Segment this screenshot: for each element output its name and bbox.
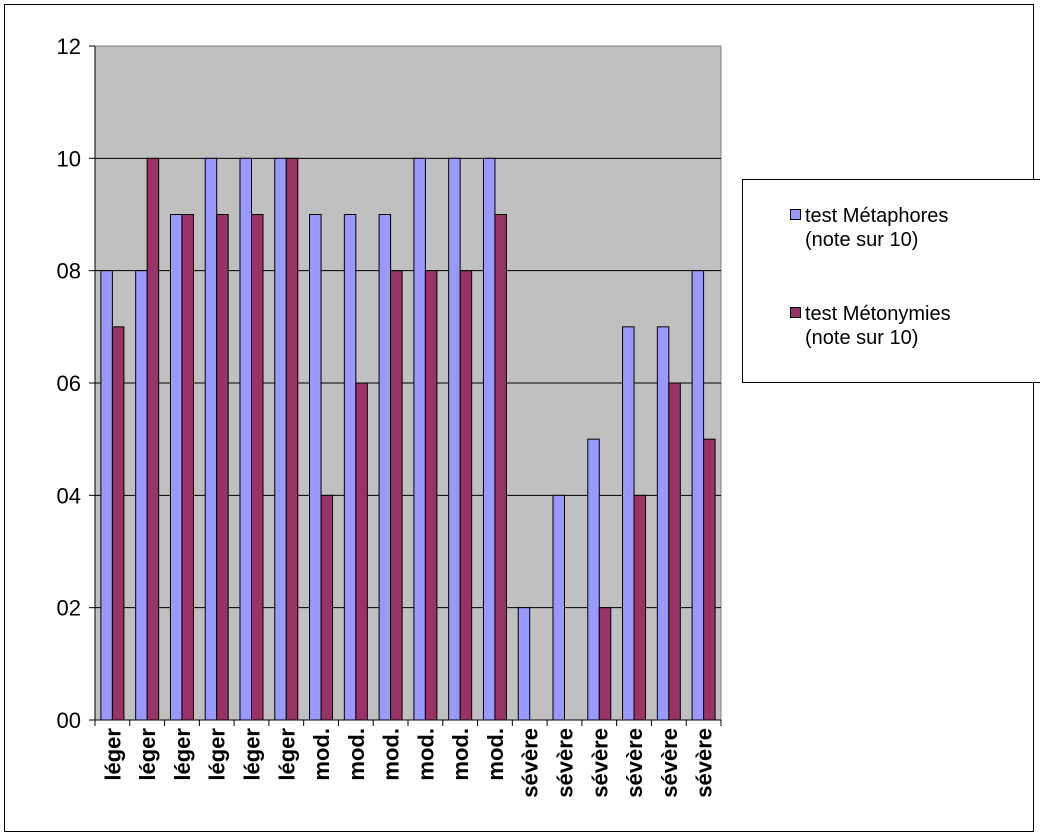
x-category-label: léger <box>205 728 230 781</box>
y-tick-label: 04 <box>57 483 81 508</box>
bar-metonymies <box>598 607 612 721</box>
bar-metonymies <box>355 382 368 721</box>
x-category-label: mod. <box>483 728 508 781</box>
bar-metonymies <box>111 326 125 721</box>
bar-metaphores <box>482 157 496 721</box>
bar-metonymies <box>320 494 334 721</box>
bar-metonymies <box>181 214 194 721</box>
bar-metaphores <box>135 270 148 721</box>
legend-label-metaphores: test Métaphores (note sur 10) <box>805 205 949 251</box>
bar-metonymies <box>668 382 681 721</box>
legend-swatch-metonymies <box>790 307 801 318</box>
x-category-label: sévère <box>622 728 647 798</box>
bar-metonymies <box>459 270 473 721</box>
bar-metaphores <box>587 438 600 721</box>
legend-entry-metonymies: test Métonymies (note sur 10) <box>790 302 951 350</box>
y-tick-label: 02 <box>57 596 81 621</box>
bar-metaphores <box>552 494 565 721</box>
legend-swatch-metaphores <box>790 209 801 220</box>
x-category-label: sévère <box>657 728 682 798</box>
bar-metaphores <box>343 214 357 721</box>
y-axis-ticks: 00 02 04 06 08 10 12 <box>57 34 95 733</box>
bar-metaphores <box>169 214 183 721</box>
gridlines <box>95 157 721 609</box>
bar-metaphores <box>204 157 218 721</box>
x-category-label: léger <box>274 728 299 781</box>
y-tick-label: 00 <box>57 708 81 733</box>
x-category-label: léger <box>100 728 125 781</box>
legend: test Métaphores (note sur 10) test Méton… <box>742 179 1040 383</box>
bar-metaphores <box>691 270 705 721</box>
bar-metaphores <box>239 157 252 721</box>
legend-label-metonymies: test Métonymies (note sur 10) <box>805 303 951 349</box>
bar-metonymies <box>251 214 264 721</box>
bar-metaphores <box>656 326 670 721</box>
y-tick-label: 10 <box>57 146 81 171</box>
bar-metonymies <box>146 157 160 721</box>
x-category-label: mod. <box>379 728 404 781</box>
bar-metonymies <box>390 270 403 721</box>
bar-metaphores <box>413 157 426 721</box>
x-category-label: mod. <box>448 728 473 781</box>
bar-metonymies <box>285 157 299 721</box>
bar-metonymies <box>494 214 507 721</box>
x-category-label: mod. <box>309 728 334 781</box>
bar-metonymies <box>216 214 229 721</box>
bar-metaphores <box>274 157 287 721</box>
bar-metaphores <box>378 214 392 721</box>
bar-metaphores <box>448 157 461 721</box>
x-category-label: léger <box>135 728 160 781</box>
bar-metonymies <box>633 494 647 721</box>
x-category-label: mod. <box>413 728 438 781</box>
x-category-label: léger <box>240 728 265 781</box>
x-category-label: sévère <box>587 728 612 798</box>
x-axis-ticks: léger léger léger léger léger léger mod. mod. mo… <box>94 720 722 798</box>
x-category-label: sévère <box>553 728 578 798</box>
legend-entry-metaphores: test Métaphores (note sur 10) <box>790 204 949 252</box>
bar-metaphores <box>309 214 322 721</box>
bars <box>100 157 716 721</box>
x-category-label: sévère <box>692 728 717 798</box>
bar-metaphores <box>622 326 635 721</box>
y-tick-label: 08 <box>57 259 81 284</box>
bar-metonymies <box>424 270 438 721</box>
x-category-label: sévère <box>518 728 543 798</box>
x-category-label: léger <box>170 728 195 781</box>
bar-metaphores <box>517 607 531 721</box>
bar-metaphores <box>100 270 113 721</box>
y-tick-label: 06 <box>57 371 81 396</box>
x-category-label: mod. <box>344 728 369 781</box>
y-tick-label: 12 <box>57 34 81 59</box>
bar-metonymies <box>703 438 716 721</box>
